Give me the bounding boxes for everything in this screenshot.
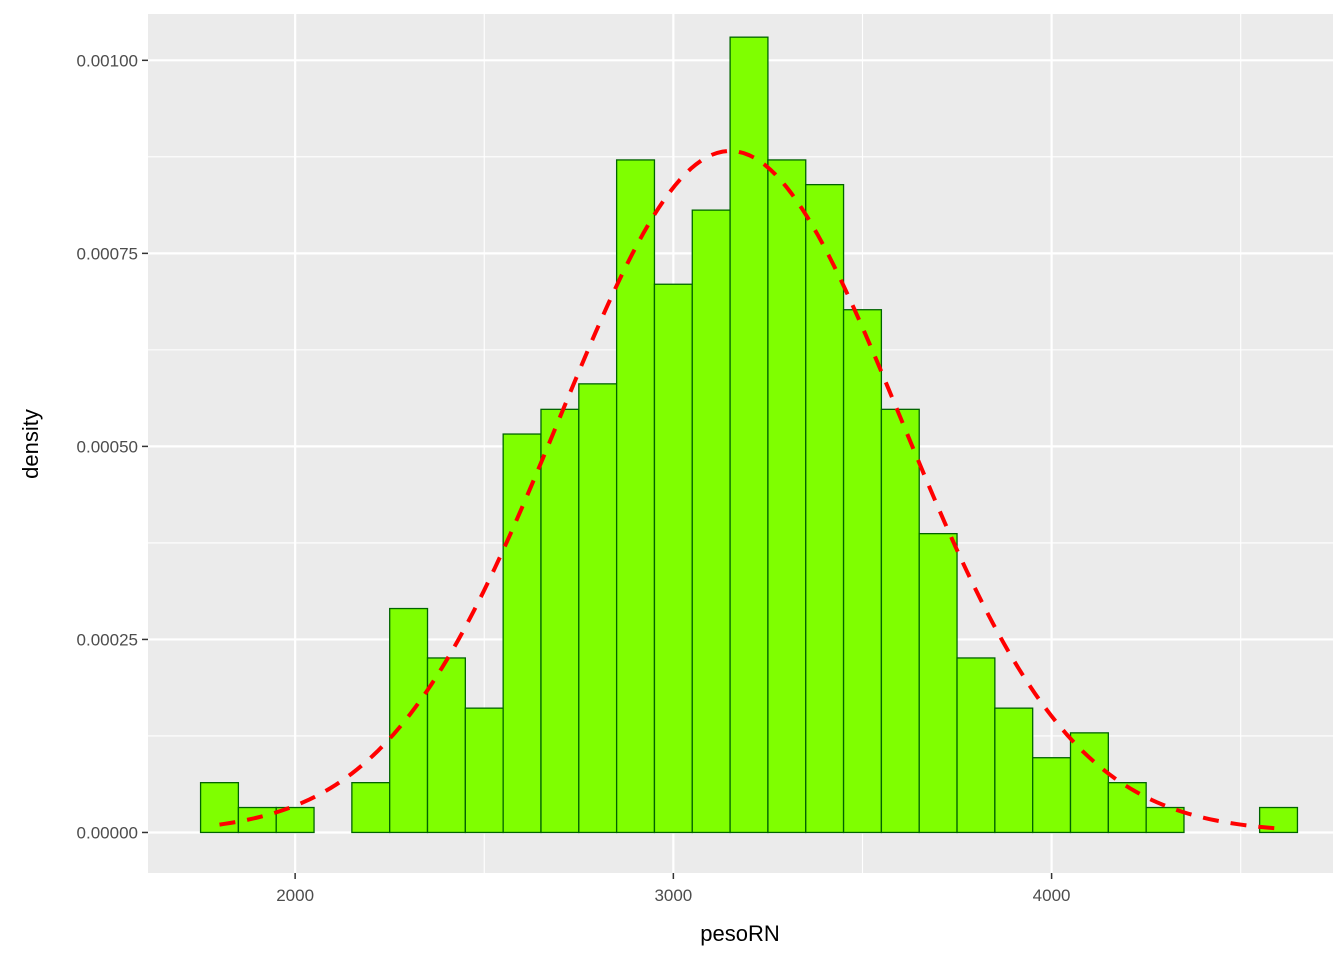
x-axis-title: pesoRN bbox=[700, 921, 779, 946]
y-tick-label: 0.00050 bbox=[77, 437, 138, 456]
histogram-bar bbox=[502, 433, 542, 834]
histogram-bar bbox=[918, 532, 958, 834]
density-curve bbox=[219, 149, 1279, 831]
histogram-bar bbox=[691, 209, 731, 834]
y-axis: 0.00000 0.00025 0.00050 0.00075 0.00100 bbox=[77, 51, 148, 842]
histogram-bar bbox=[805, 183, 845, 834]
histogram-bars bbox=[199, 36, 1299, 834]
histogram-bar bbox=[426, 657, 466, 834]
y-tick-label: 0.00000 bbox=[77, 823, 138, 842]
histogram-bar bbox=[615, 159, 656, 834]
histogram-bar bbox=[351, 782, 391, 834]
histogram-bar bbox=[540, 408, 580, 834]
y-axis-title: density bbox=[18, 409, 43, 479]
histogram-bar bbox=[578, 383, 618, 834]
histogram-bar bbox=[994, 707, 1034, 834]
histogram-bar bbox=[1258, 806, 1299, 834]
y-tick-label: 0.00075 bbox=[77, 244, 138, 263]
y-tick-label: 0.00025 bbox=[77, 630, 138, 649]
x-axis: 2000 3000 4000 bbox=[276, 873, 1071, 905]
histogram-bar bbox=[842, 309, 883, 834]
histogram-bar bbox=[237, 806, 277, 834]
histogram-bar bbox=[1069, 732, 1109, 834]
x-tick-label: 3000 bbox=[654, 886, 692, 905]
histogram-bar bbox=[389, 607, 429, 834]
y-tick-label: 0.00100 bbox=[77, 51, 138, 70]
x-tick-label: 2000 bbox=[276, 886, 314, 905]
histogram-bar bbox=[880, 408, 920, 834]
histogram-bar bbox=[1107, 782, 1147, 834]
histogram-bar bbox=[199, 782, 240, 834]
histogram-bar bbox=[653, 283, 693, 834]
histogram-bar bbox=[1032, 757, 1072, 834]
histogram-bar bbox=[729, 36, 769, 834]
histogram-bar bbox=[464, 707, 504, 834]
histogram-bar bbox=[956, 657, 996, 834]
x-tick-label: 4000 bbox=[1033, 886, 1071, 905]
histogram-bar bbox=[767, 159, 807, 834]
